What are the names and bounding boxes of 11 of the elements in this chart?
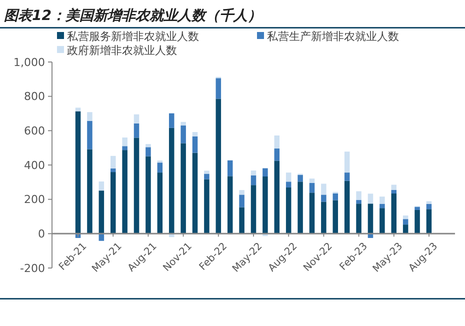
y-tick-label: 200 [24,193,45,206]
y-tick-label: 800 [24,90,45,104]
y-tick-label: 0 [38,228,45,241]
legend-label: 政府新增非农就业人数 [67,44,177,57]
legend-label: 私营服务新增非农就业人数 [67,30,199,43]
y-tick-label: 400 [24,158,45,172]
y-tick-label: 1,000 [14,56,45,69]
chart-title: 图表12：美国新增非农就业人数（千人） [4,7,262,24]
y-tick-label: 600 [24,124,45,138]
y-tick-label: -200 [20,262,45,275]
legend-label: 私营生产新增非农就业人数 [267,30,399,43]
